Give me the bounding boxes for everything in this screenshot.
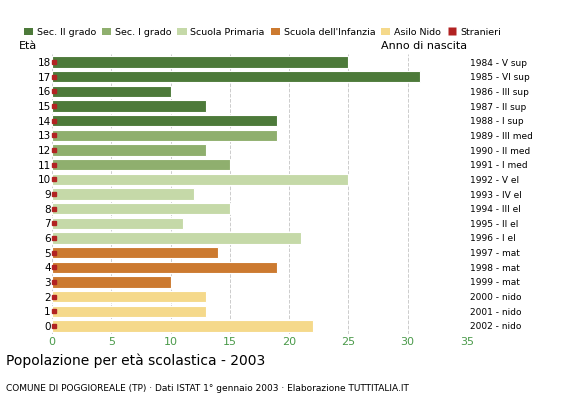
Bar bbox=[52, 174, 349, 185]
Bar bbox=[52, 71, 419, 82]
Bar bbox=[52, 320, 313, 332]
Text: Età: Età bbox=[19, 41, 37, 51]
Text: COMUNE DI POGGIOREALE (TP) · Dati ISTAT 1° gennaio 2003 · Elaborazione TUTTITALI: COMUNE DI POGGIOREALE (TP) · Dati ISTAT … bbox=[6, 384, 409, 393]
Bar bbox=[52, 276, 171, 288]
Bar bbox=[52, 130, 277, 141]
Bar bbox=[52, 218, 183, 229]
Bar bbox=[52, 306, 206, 317]
Bar bbox=[52, 232, 301, 244]
Bar bbox=[52, 56, 349, 68]
Bar bbox=[52, 203, 230, 214]
Bar bbox=[52, 100, 206, 112]
Legend: Sec. II grado, Sec. I grado, Scuola Primaria, Scuola dell'Infanzia, Asilo Nido, : Sec. II grado, Sec. I grado, Scuola Prim… bbox=[24, 28, 501, 37]
Bar bbox=[52, 86, 171, 97]
Bar bbox=[52, 247, 218, 258]
Bar bbox=[52, 115, 277, 126]
Text: Popolazione per età scolastica - 2003: Popolazione per età scolastica - 2003 bbox=[6, 353, 265, 368]
Text: Anno di nascita: Anno di nascita bbox=[381, 41, 467, 51]
Bar bbox=[52, 144, 206, 156]
Bar bbox=[52, 159, 230, 170]
Bar bbox=[52, 262, 277, 273]
Bar bbox=[52, 291, 206, 302]
Bar bbox=[52, 188, 194, 200]
